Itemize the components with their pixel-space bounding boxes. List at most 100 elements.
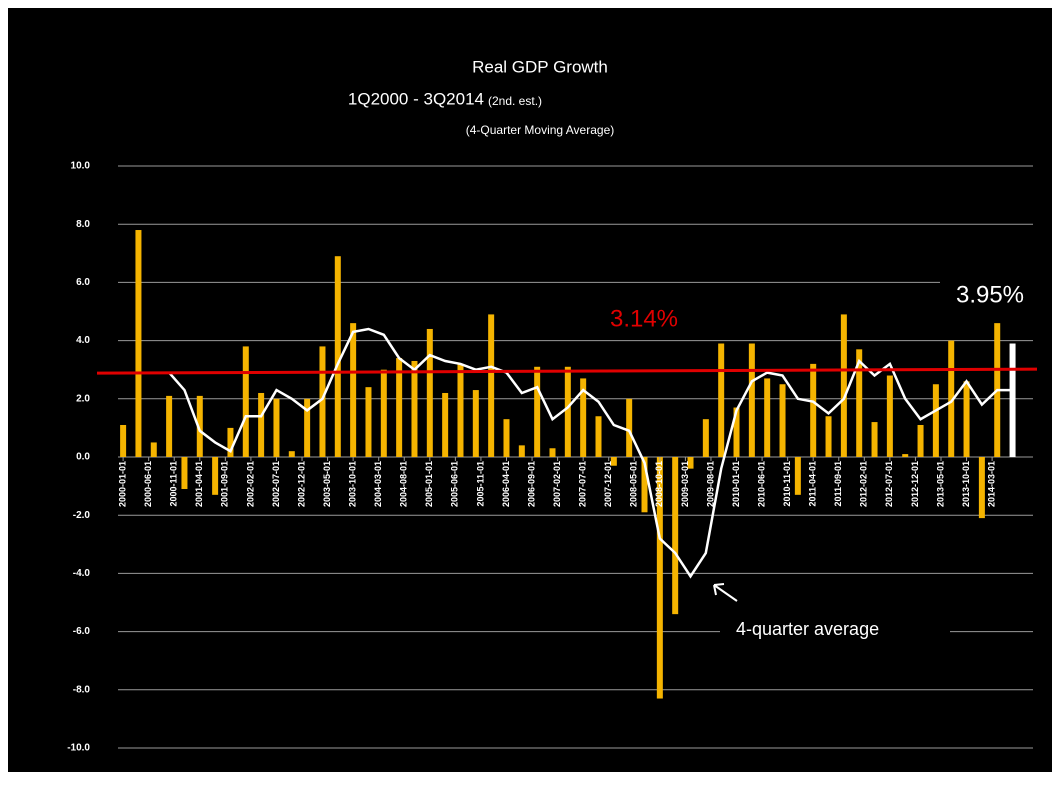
bar [150, 442, 157, 457]
y-tick-label: -4.0 [73, 568, 91, 579]
bar [457, 363, 464, 457]
bar [871, 422, 878, 457]
bar [1009, 343, 1016, 457]
bar [948, 340, 955, 457]
bar [549, 448, 556, 457]
x-tick-label: 2007-07-01 [578, 461, 588, 507]
bar [779, 384, 786, 457]
x-tick-label: 2009-03-01 [680, 461, 690, 507]
bar [365, 387, 372, 457]
bar [932, 384, 939, 457]
bar [212, 457, 219, 495]
bar [503, 419, 510, 457]
bar [411, 360, 418, 457]
bar [764, 378, 771, 457]
annotation-arrow [713, 583, 738, 602]
x-tick-label: 2013-10-01 [961, 461, 971, 507]
x-tick-label: 2003-05-01 [322, 461, 332, 507]
x-tick-label: 2004-03-01 [373, 461, 383, 507]
x-tick-label: 2006-09-01 [526, 461, 536, 507]
bar [227, 427, 234, 457]
y-tick-label: 10.0 [71, 161, 91, 172]
bar [564, 366, 571, 457]
x-tick-label: 2006-04-01 [501, 461, 511, 507]
bar [472, 390, 479, 457]
moving-average-line [168, 327, 1013, 579]
bar [886, 375, 893, 457]
bar [856, 349, 863, 457]
x-tick-label: 2005-11-01 [475, 461, 485, 507]
bar [488, 314, 495, 457]
bar [288, 451, 295, 457]
x-tick-label: 2013-05-01 [935, 461, 945, 507]
y-tick-label: -8.0 [73, 684, 91, 695]
annotation: 3.14% [610, 305, 678, 332]
x-tick-label: 2004-08-01 [399, 461, 409, 507]
bar [319, 346, 326, 457]
x-tick-label: 2012-02-01 [859, 461, 869, 507]
x-tick-label: 2010-01-01 [731, 461, 741, 507]
x-tick-label: 2005-01-01 [424, 461, 434, 507]
x-tick-label: 2012-07-01 [884, 461, 894, 507]
x-tick-label: 2010-06-01 [756, 461, 766, 507]
bar [963, 381, 970, 457]
x-tick-label: 2011-04-01 [808, 461, 818, 507]
annotation: 3.95% [956, 281, 1024, 308]
annotation-box [578, 302, 736, 338]
bar [825, 416, 832, 457]
bar [580, 378, 587, 457]
x-tick-label: 2008-10-01 [654, 461, 664, 507]
bar [840, 314, 847, 457]
x-tick-label: 2007-02-01 [552, 461, 562, 507]
bar [334, 256, 341, 457]
x-tick-label: 2005-06-01 [450, 461, 460, 507]
bar [794, 457, 801, 495]
y-tick-label: 4.0 [76, 335, 90, 346]
bar [380, 369, 387, 457]
bar [702, 419, 709, 457]
bar [426, 328, 433, 457]
chart-subtitle-note: (2nd. est.) [488, 94, 542, 108]
y-tick-label: 6.0 [76, 277, 90, 288]
bar [166, 395, 173, 457]
x-tick-label: 2001-04-01 [194, 461, 204, 507]
chart-subtitle2: (4-Quarter Moving Average) [466, 123, 615, 137]
bar [518, 445, 525, 457]
y-tick-label: 0.0 [76, 452, 90, 463]
x-tick-label: 2001-09-01 [220, 461, 230, 507]
bar [181, 457, 188, 490]
bar [610, 457, 617, 466]
x-tick-label: 2002-02-01 [245, 461, 255, 507]
bar [641, 457, 648, 513]
x-tick-label: 2002-12-01 [296, 461, 306, 507]
bar [350, 323, 357, 457]
y-tick-label: -2.0 [73, 510, 91, 521]
x-tick-label: 2000-06-01 [143, 461, 153, 507]
bar [733, 407, 740, 457]
x-tick-label: 2011-09-01 [833, 461, 843, 507]
y-tick-label: -10.0 [67, 743, 90, 754]
x-tick-label: 2002-07-01 [271, 461, 281, 507]
x-tick-label: 2000-11-01 [169, 461, 179, 507]
bar [595, 416, 602, 457]
y-tick-label: 8.0 [76, 219, 90, 230]
bar [672, 457, 679, 615]
bar [718, 343, 725, 457]
bar [810, 363, 817, 457]
bar [273, 398, 280, 457]
bar [656, 457, 663, 699]
bar [258, 392, 265, 457]
bar [917, 424, 924, 457]
bar [534, 366, 541, 457]
bar [626, 398, 633, 457]
x-tick-label: 2010-11-01 [782, 461, 792, 507]
x-tick-label: 2000-01-01 [117, 461, 127, 507]
x-tick-label: 2012-12-01 [910, 461, 920, 507]
bar [120, 424, 127, 457]
reference-line [96, 367, 1038, 375]
bar [687, 457, 694, 469]
x-tick-label: 2007-12-01 [603, 461, 613, 507]
bar [196, 395, 203, 457]
